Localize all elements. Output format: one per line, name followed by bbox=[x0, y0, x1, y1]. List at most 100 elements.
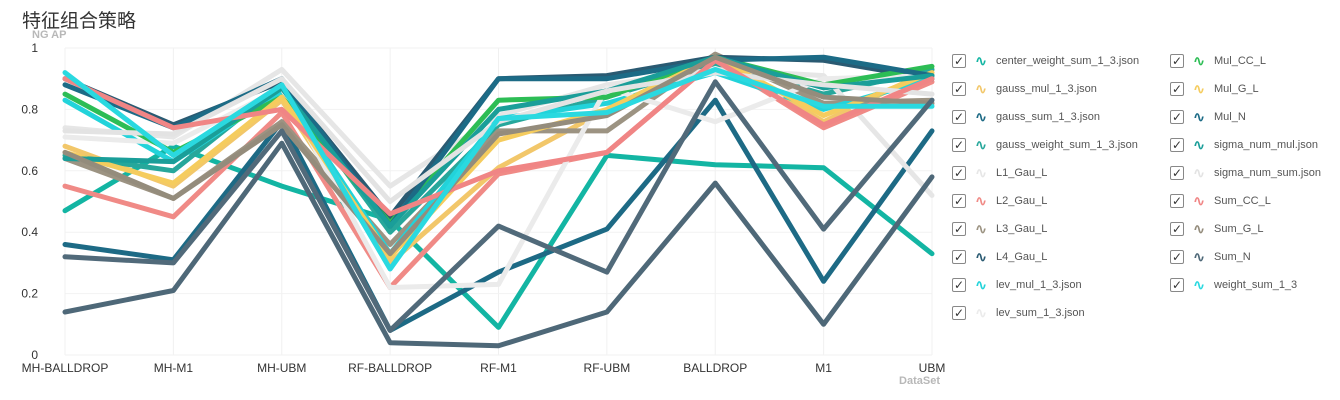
series-line-gauss_sum_1_3.json bbox=[62, 97, 935, 333]
legend-label: weight_sum_1_3 bbox=[1214, 279, 1298, 291]
series-line-Sum_G_L bbox=[62, 54, 935, 257]
legend-label: sigma_num_mul.json bbox=[1214, 139, 1318, 151]
legend-item[interactable]: ✓ ∿ sigma_num_mul.json bbox=[1170, 136, 1318, 154]
series-line-icon: ∿ bbox=[974, 108, 988, 126]
series-line-icon: ∿ bbox=[1192, 192, 1206, 210]
series-line-icon: ∿ bbox=[1192, 276, 1206, 294]
legend-label: gauss_weight_sum_1_3.json bbox=[996, 139, 1138, 151]
y-tick-label: 0.4 bbox=[21, 225, 38, 239]
legend-item[interactable]: ✓ ∿ sigma_num_sum.json bbox=[1170, 164, 1321, 182]
series-line-Mul_N bbox=[62, 54, 935, 229]
x-tick-label: M1 bbox=[815, 361, 832, 375]
legend-checkbox[interactable]: ✓ bbox=[952, 110, 966, 124]
x-tick-label: MH-M1 bbox=[154, 361, 194, 375]
legend-item[interactable]: ✓ ∿ Sum_CC_L bbox=[1170, 192, 1271, 210]
legend-label: lev_mul_1_3.json bbox=[996, 279, 1082, 291]
legend-checkbox[interactable]: ✓ bbox=[1170, 194, 1184, 208]
series-line-icon: ∿ bbox=[974, 276, 988, 294]
legend-item[interactable]: ✓ ∿ Sum_N bbox=[1170, 248, 1251, 266]
legend-checkbox[interactable]: ✓ bbox=[952, 278, 966, 292]
x-tick-label: UBM bbox=[919, 361, 946, 375]
legend-checkbox[interactable]: ✓ bbox=[1170, 166, 1184, 180]
legend-label: L1_Gau_L bbox=[996, 167, 1048, 179]
legend-checkbox[interactable]: ✓ bbox=[1170, 82, 1184, 96]
chart-legend: ✓ ∿ center_weight_sum_1_3.json ✓ ∿ gauss_mul_… bbox=[952, 52, 1332, 372]
x-tick-label: BALLDROP bbox=[683, 361, 747, 375]
legend-checkbox[interactable]: ✓ bbox=[952, 194, 966, 208]
chart-title: 特征组合策略 bbox=[22, 10, 137, 32]
legend-label: L4_Gau_L bbox=[996, 251, 1048, 263]
series-line-icon: ∿ bbox=[974, 80, 988, 98]
series-line-icon: ∿ bbox=[974, 248, 988, 266]
series-line-icon: ∿ bbox=[974, 136, 988, 154]
y-tick-label: 1 bbox=[31, 41, 38, 55]
legend-checkbox[interactable]: ✓ bbox=[952, 306, 966, 320]
legend-label: Sum_CC_L bbox=[1214, 195, 1271, 207]
legend-item[interactable]: ✓ ∿ Mul_N bbox=[1170, 108, 1246, 126]
series-line-icon: ∿ bbox=[974, 304, 988, 322]
series-line-Sum_CC_L bbox=[62, 57, 935, 217]
legend-label: sigma_num_sum.json bbox=[1214, 167, 1321, 179]
legend-checkbox[interactable]: ✓ bbox=[952, 250, 966, 264]
series-line-weight_sum_1_3 bbox=[62, 67, 935, 272]
series-line-Sum_N bbox=[62, 140, 935, 349]
legend-label: Mul_N bbox=[1214, 111, 1246, 123]
legend-item[interactable]: ✓ ∿ gauss_sum_1_3.json bbox=[952, 108, 1100, 126]
legend-label: Mul_G_L bbox=[1214, 83, 1259, 95]
legend-checkbox[interactable]: ✓ bbox=[1170, 110, 1184, 124]
legend-item[interactable]: ✓ ∿ L3_Gau_L bbox=[952, 220, 1047, 238]
legend-label: center_weight_sum_1_3.json bbox=[996, 55, 1140, 67]
x-tick-label: RF-UBM bbox=[584, 361, 631, 375]
legend-checkbox[interactable]: ✓ bbox=[1170, 138, 1184, 152]
series-line-sigma_num_mul.json bbox=[62, 54, 935, 229]
legend-item[interactable]: ✓ ∿ Mul_G_L bbox=[1170, 80, 1259, 98]
y-axis-title: NG AP bbox=[32, 29, 66, 41]
legend-item[interactable]: ✓ ∿ center_weight_sum_1_3.json bbox=[952, 52, 1139, 70]
x-tick-label: RF-M1 bbox=[480, 361, 517, 375]
series-line-icon: ∿ bbox=[974, 220, 988, 238]
legend-label: Sum_N bbox=[1214, 251, 1251, 263]
legend-label: gauss_sum_1_3.json bbox=[996, 111, 1100, 123]
series-line-icon: ∿ bbox=[1192, 108, 1206, 126]
legend-checkbox[interactable]: ✓ bbox=[952, 222, 966, 236]
series-line-icon: ∿ bbox=[974, 52, 988, 70]
legend-label: gauss_mul_1_3.json bbox=[996, 83, 1097, 95]
series-line-icon: ∿ bbox=[1192, 136, 1206, 154]
series-line-icon: ∿ bbox=[1192, 164, 1206, 182]
legend-item[interactable]: ✓ ∿ Mul_CC_L bbox=[1170, 52, 1266, 70]
series-line-icon: ∿ bbox=[974, 192, 988, 210]
y-tick-label: 0 bbox=[31, 348, 38, 362]
legend-item[interactable]: ✓ ∿ gauss_mul_1_3.json bbox=[952, 80, 1097, 98]
legend-label: L2_Gau_L bbox=[996, 195, 1048, 207]
x-axis-title: DataSet bbox=[899, 375, 940, 387]
legend-item[interactable]: ✓ ∿ Sum_G_L bbox=[1170, 220, 1264, 238]
legend-checkbox[interactable]: ✓ bbox=[952, 54, 966, 68]
series-line-icon: ∿ bbox=[1192, 220, 1206, 238]
legend-item[interactable]: ✓ ∿ lev_mul_1_3.json bbox=[952, 276, 1082, 294]
y-tick-label: 0.8 bbox=[21, 102, 38, 116]
legend-checkbox[interactable]: ✓ bbox=[1170, 250, 1184, 264]
series-line-icon: ∿ bbox=[1192, 248, 1206, 266]
legend-label: Sum_G_L bbox=[1214, 223, 1264, 235]
y-tick-label: 0.2 bbox=[21, 287, 38, 301]
legend-checkbox[interactable]: ✓ bbox=[1170, 54, 1184, 68]
legend-item[interactable]: ✓ ∿ lev_sum_1_3.json bbox=[952, 304, 1085, 322]
legend-item[interactable]: ✓ ∿ weight_sum_1_3 bbox=[1170, 276, 1297, 294]
legend-checkbox[interactable]: ✓ bbox=[952, 166, 966, 180]
legend-checkbox[interactable]: ✓ bbox=[1170, 278, 1184, 292]
y-tick-label: 0.6 bbox=[21, 164, 38, 178]
x-tick-label: MH-UBM bbox=[257, 361, 306, 375]
legend-item[interactable]: ✓ ∿ L1_Gau_L bbox=[952, 164, 1047, 182]
series-line-icon: ∿ bbox=[974, 164, 988, 182]
legend-checkbox[interactable]: ✓ bbox=[1170, 222, 1184, 236]
legend-item[interactable]: ✓ ∿ gauss_weight_sum_1_3.json bbox=[952, 136, 1138, 154]
series-line-icon: ∿ bbox=[1192, 80, 1206, 98]
legend-checkbox[interactable]: ✓ bbox=[952, 138, 966, 152]
series-line-icon: ∿ bbox=[1192, 52, 1206, 70]
legend-item[interactable]: ✓ ∿ L2_Gau_L bbox=[952, 192, 1047, 210]
legend-label: L3_Gau_L bbox=[996, 223, 1048, 235]
legend-item[interactable]: ✓ ∿ L4_Gau_L bbox=[952, 248, 1047, 266]
legend-checkbox[interactable]: ✓ bbox=[952, 82, 966, 96]
legend-label: lev_sum_1_3.json bbox=[996, 307, 1085, 319]
